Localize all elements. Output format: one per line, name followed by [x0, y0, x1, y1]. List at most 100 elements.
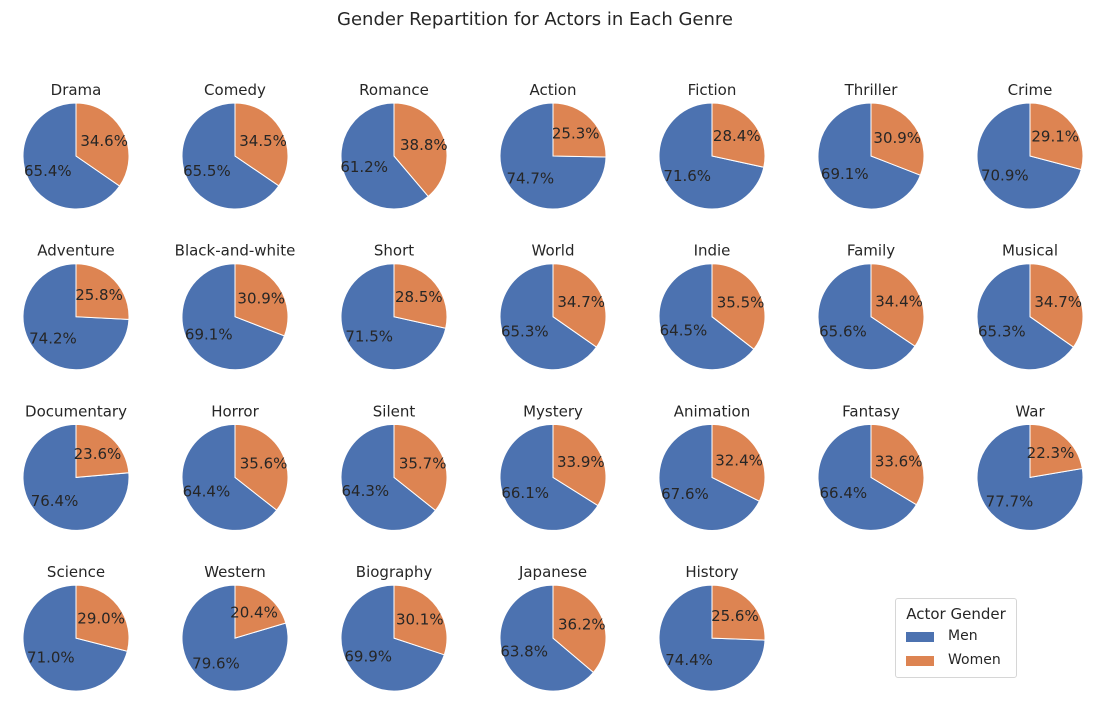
pie-label-men: 65.3% — [978, 322, 1026, 340]
pie-label-women: 28.4% — [713, 127, 761, 145]
pie-label-men: 77.7% — [986, 493, 1034, 511]
pie-slice-women — [75, 263, 130, 320]
pie-family: 34.4% 65.6% Family — [817, 242, 925, 371]
pie-slice-women — [552, 102, 607, 158]
pie-japanese: 36.2% 63.8% Japanese — [499, 563, 607, 692]
pie-slice-women — [234, 423, 289, 511]
pie-title: Black-and-white — [175, 242, 296, 260]
pie-slice-men — [181, 102, 280, 210]
pie-action: 25.3% 74.7% Action — [499, 81, 607, 210]
pie-slice-men — [976, 102, 1082, 210]
pie-biography: 30.1% 69.9% Biography — [340, 563, 448, 692]
pie-slice-women — [711, 102, 766, 168]
pie-label-women: 33.6% — [875, 453, 923, 471]
pie-horror: 35.6% 64.4% Horror — [181, 402, 289, 531]
pie-label-men: 70.9% — [981, 166, 1029, 184]
pie-slice-women — [711, 423, 766, 502]
pie-slice-men — [658, 423, 761, 531]
pie-label-women: 34.4% — [875, 293, 923, 311]
pie-label-women: 25.8% — [75, 286, 123, 304]
pie-title: Musical — [1002, 242, 1058, 260]
pie-slice-men — [817, 263, 916, 371]
figure-title: Gender Repartition for Actors in Each Ge… — [337, 9, 733, 30]
pie-slice-men — [340, 584, 445, 692]
pie-label-men: 71.6% — [663, 167, 711, 185]
pie-label-women: 28.5% — [395, 288, 443, 306]
pie-slice-women — [870, 263, 925, 347]
pie-crime: 29.1% 70.9% Crime — [976, 81, 1084, 210]
pie-title: Documentary — [25, 402, 127, 420]
pie-slice-men — [976, 263, 1075, 371]
pie-label-women: 25.6% — [711, 607, 759, 625]
pie-label-women: 30.9% — [237, 290, 285, 308]
pie-label-women: 34.7% — [1034, 293, 1082, 311]
pie-label-men: 64.5% — [660, 322, 708, 340]
pie-label-women: 34.7% — [557, 293, 605, 311]
pie-slice-women — [1029, 102, 1084, 171]
pie-label-men: 69.1% — [821, 165, 869, 183]
pie-label-men: 61.2% — [340, 158, 388, 176]
pie-documentary: 23.6% 76.4% Documentary — [22, 402, 130, 531]
pie-title: Indie — [694, 242, 731, 260]
pie-slice-women — [711, 584, 766, 641]
pie-slice-women — [234, 102, 289, 187]
pie-adventure: 25.8% 74.2% Adventure — [22, 242, 130, 371]
pie-fantasy: 33.6% 66.4% Fantasy — [817, 402, 925, 531]
pie-title: Comedy — [204, 81, 266, 99]
pie-slice-women — [870, 102, 925, 176]
pie-title: Drama — [51, 81, 102, 99]
pie-slice-men — [817, 102, 922, 210]
pie-title: Crime — [1008, 81, 1053, 99]
pie-label-men: 76.4% — [31, 492, 79, 510]
pie-label-men: 65.5% — [183, 162, 231, 180]
pie-silent: 35.7% 64.3% Silent — [340, 402, 448, 531]
pie-slice-women — [393, 102, 448, 198]
legend: Actor Gender Men Women — [895, 598, 1017, 678]
pies-group: 34.6% 65.4% Drama 34.5% 65.5% Comedy 38.8% 61.2… — [22, 81, 1084, 692]
legend-title: Actor Gender — [906, 605, 1006, 623]
pie-label-women: 30.9% — [873, 129, 921, 147]
pie-slice-women — [234, 584, 287, 639]
pie-slice-men — [499, 263, 598, 371]
pie-indie: 35.5% 64.5% Indie — [658, 242, 766, 371]
pie-label-men: 65.3% — [501, 322, 549, 340]
pie-label-women: 32.4% — [715, 452, 763, 470]
pie-black-and-white: 30.9%69.1% Black-and-white — [175, 242, 296, 371]
pie-war: 22.3% 77.7% War — [976, 402, 1084, 531]
pie-musical: 34.7% 65.3% Musical — [976, 242, 1084, 371]
pie-title: Animation — [674, 402, 750, 420]
pie-title: Silent — [373, 402, 416, 420]
pie-slice-women — [234, 263, 289, 337]
pie-slice-men — [658, 102, 765, 210]
pie-animation: 32.4% 67.6% Animation — [658, 402, 766, 531]
pie-label-women: 34.5% — [239, 132, 287, 150]
pie-label-women: 25.3% — [552, 125, 600, 143]
pie-title: Biography — [356, 563, 433, 581]
pie-slice-women — [393, 584, 448, 656]
pie-slice-men — [340, 102, 429, 210]
pie-label-women: 35.5% — [717, 294, 765, 312]
pie-comedy: 34.5% 65.5% Comedy — [181, 81, 289, 210]
pie-label-women: 30.1% — [396, 610, 444, 628]
pie-short: 28.5% 71.5% Short — [340, 242, 448, 371]
pie-label-men: 74.4% — [665, 651, 713, 669]
pie-slice-women — [393, 423, 448, 512]
pie-label-men: 64.4% — [183, 482, 231, 500]
pie-drama: 34.6% 65.4% Drama — [22, 81, 130, 210]
pie-title: Romance — [359, 81, 429, 99]
pie-label-women: 29.0% — [77, 610, 125, 628]
pie-title: History — [685, 563, 738, 581]
pie-slice-women — [711, 263, 766, 350]
pie-label-women: 23.6% — [74, 445, 122, 463]
pie-label-men: 74.2% — [29, 330, 77, 348]
pie-slice-men — [22, 423, 130, 531]
pie-slice-men — [22, 102, 121, 210]
pie-slice-women — [552, 423, 607, 507]
pie-slice-men — [181, 263, 286, 371]
pie-label-men: 66.1% — [501, 484, 549, 502]
pie-slice-women — [393, 263, 448, 329]
legend-swatch-men — [906, 632, 934, 642]
pie-slice-men — [499, 423, 599, 531]
pie-slice-men — [817, 423, 918, 531]
pie-history: 25.6% 74.4% History — [658, 563, 766, 692]
